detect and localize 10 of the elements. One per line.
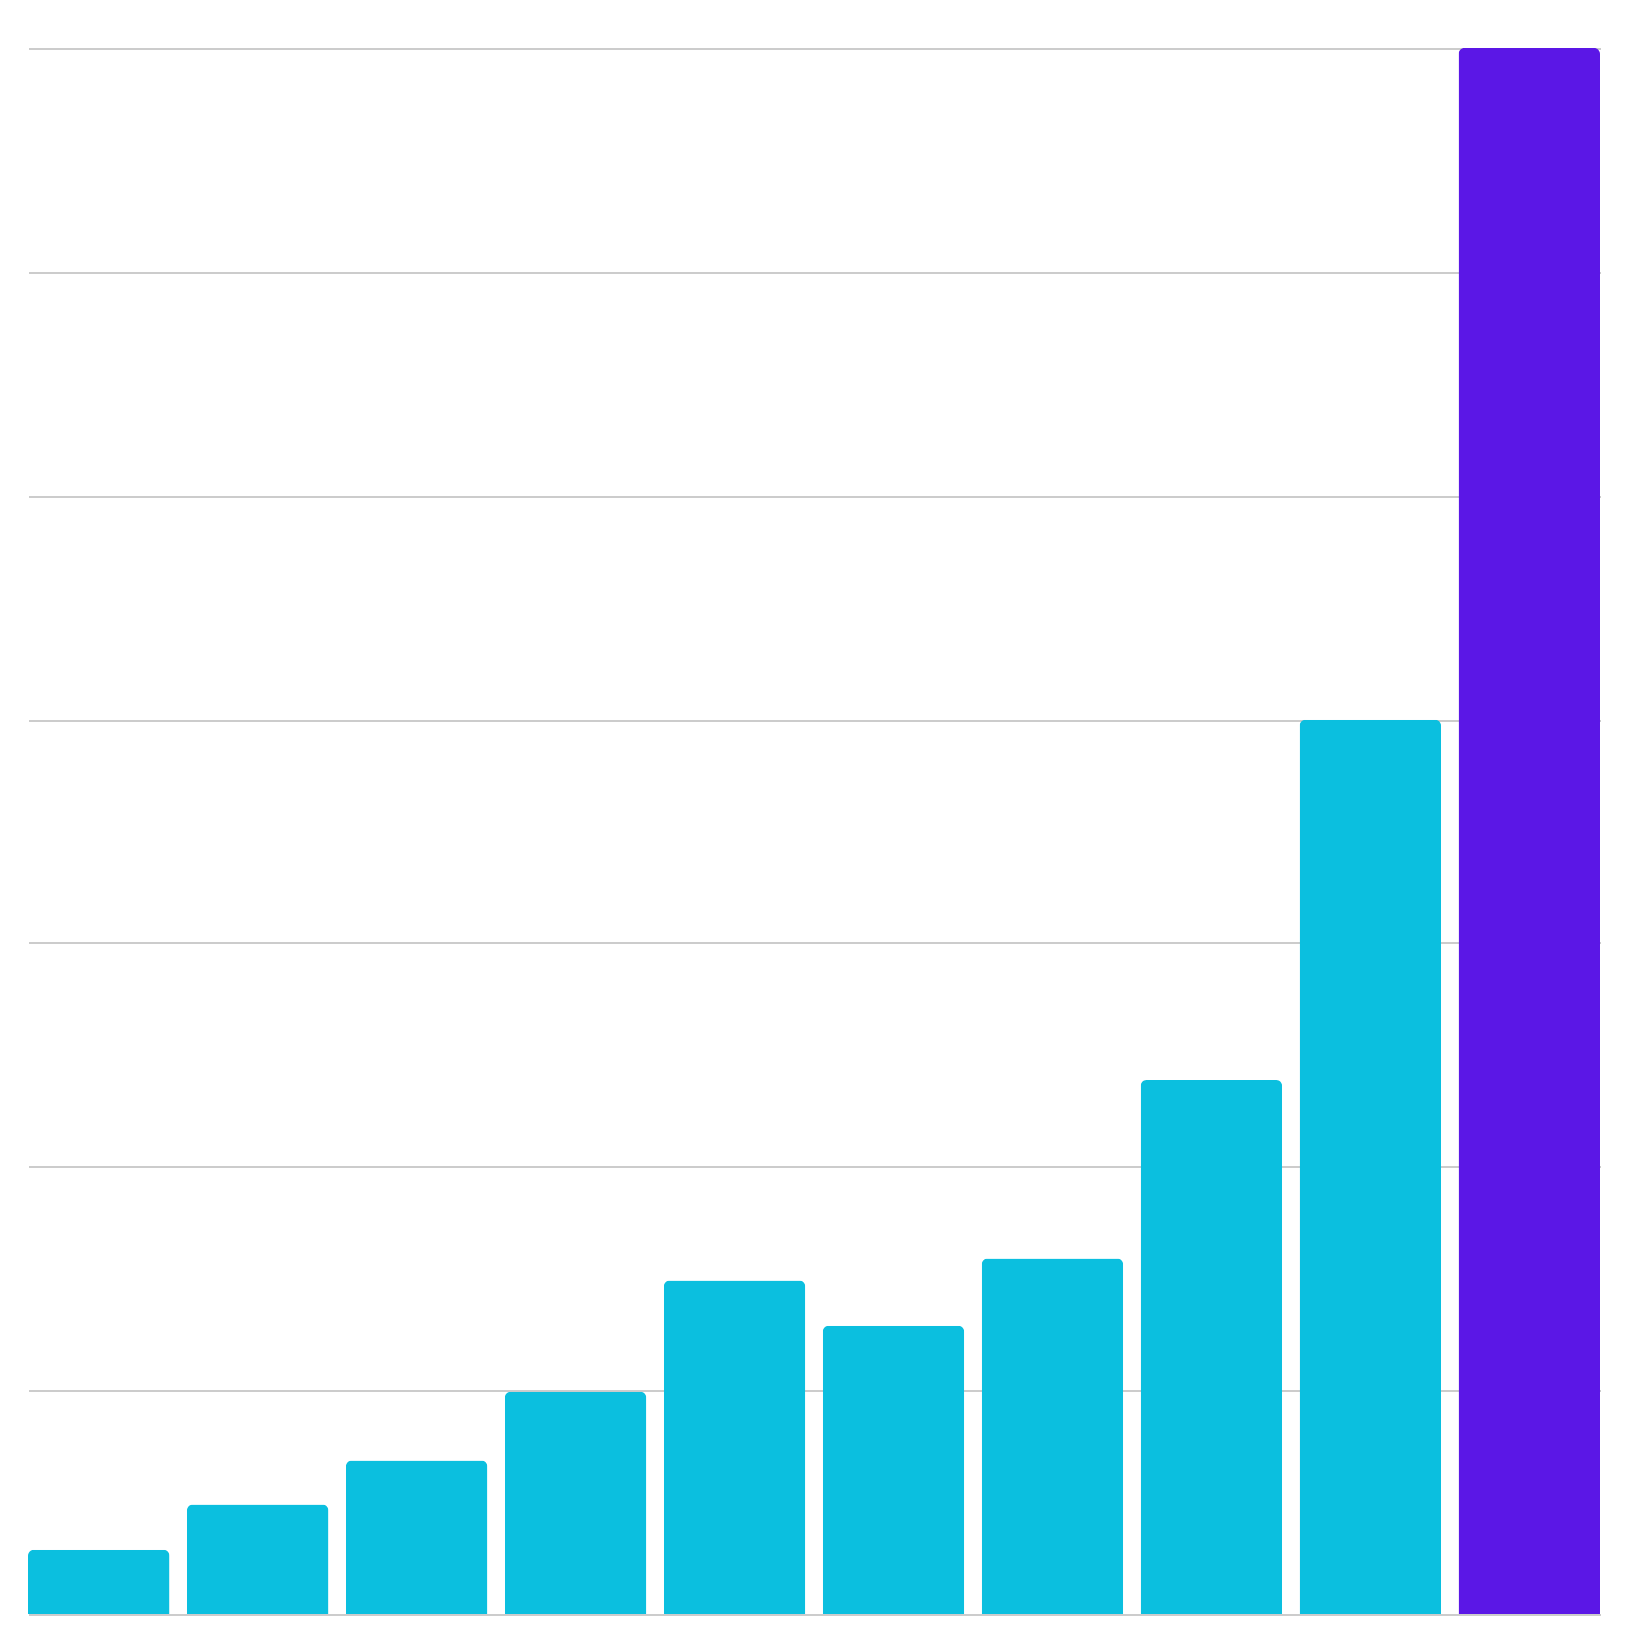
bar [981, 1258, 1124, 1614]
bar [504, 1391, 647, 1614]
bar [1299, 719, 1442, 1614]
bar [1458, 48, 1600, 1614]
bar [822, 1325, 965, 1614]
bar [28, 1549, 170, 1614]
bar [345, 1460, 488, 1614]
bar [186, 1504, 329, 1614]
bar [663, 1280, 806, 1614]
bar [1140, 1079, 1283, 1614]
